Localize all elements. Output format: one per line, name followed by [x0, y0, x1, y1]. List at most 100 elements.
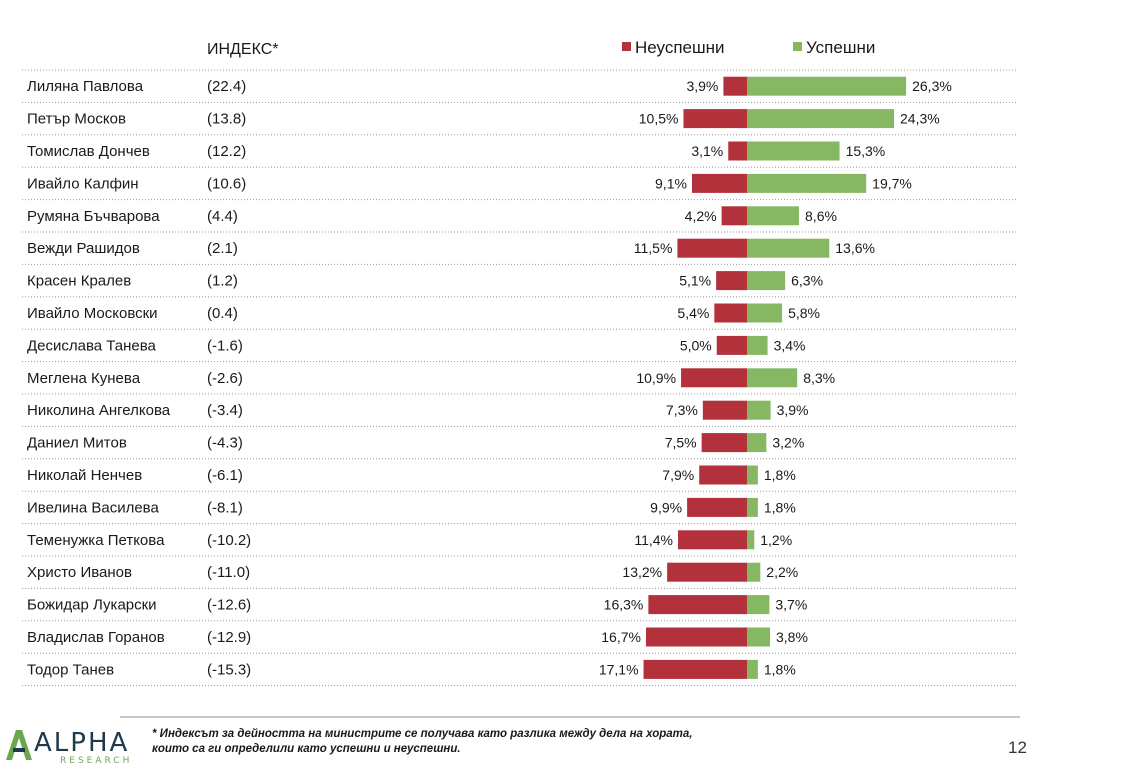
row-name: Николина Ангелкова: [27, 402, 171, 419]
bar-negative: [716, 271, 747, 291]
bar-positive: [747, 271, 786, 291]
logo-sub: RESEARCH: [60, 756, 133, 766]
row-index: (22.4): [207, 78, 246, 95]
row-name: Десислава Танева: [27, 337, 157, 354]
bar-negative: [716, 335, 747, 355]
bar-negative: [701, 433, 747, 453]
label-positive: 6,3%: [791, 273, 823, 289]
bar-positive: [747, 400, 771, 420]
label-negative: 17,1%: [599, 661, 639, 677]
label-negative: 9,9%: [650, 499, 682, 515]
label-negative: 13,2%: [622, 564, 662, 580]
bar-positive: [747, 335, 768, 355]
bar-positive: [747, 109, 895, 129]
legend-positive-swatch: [793, 42, 802, 51]
bar-negative: [728, 141, 747, 161]
label-negative: 7,3%: [666, 402, 698, 418]
label-positive: 3,7%: [775, 597, 807, 613]
label-positive: 1,8%: [764, 661, 796, 677]
row-name: Вежди Рашидов: [27, 240, 140, 257]
label-negative: 7,9%: [662, 467, 694, 483]
row-index: (-8.1): [207, 499, 243, 516]
legend-negative-label: Неуспешни: [635, 38, 725, 57]
row-index: (-12.6): [207, 597, 251, 614]
row-name: Христо Иванов: [27, 564, 132, 581]
row-name: Даниел Митов: [27, 435, 127, 452]
bar-negative: [645, 627, 747, 647]
bar-negative: [691, 173, 747, 193]
label-negative: 16,3%: [604, 597, 644, 613]
bar-negative: [677, 238, 747, 258]
row-index: (2.1): [207, 240, 238, 257]
row-index: (-3.4): [207, 402, 243, 419]
bar-positive: [747, 238, 830, 258]
label-negative: 10,9%: [636, 370, 676, 386]
label-positive: 3,2%: [772, 435, 804, 451]
row-index: (-10.2): [207, 532, 251, 549]
footnote-line-1: * Индексът за дейността на министрите се…: [152, 728, 693, 740]
label-positive: 1,2%: [760, 532, 792, 548]
legend-positive-label: Успешни: [806, 38, 875, 57]
bar-positive: [747, 76, 907, 96]
bar-negative: [648, 595, 747, 615]
bar-negative: [721, 206, 747, 226]
label-negative: 11,5%: [634, 240, 673, 256]
alpha-research-logo: ALPHA RESEARCH: [0, 716, 145, 770]
legend: Неуспешни Успешни: [622, 38, 875, 57]
row-name: Томислав Дончев: [27, 143, 150, 160]
bar-positive: [747, 433, 767, 453]
label-positive: 3,9%: [777, 402, 809, 418]
label-positive: 1,8%: [764, 499, 796, 515]
label-positive: 3,4%: [774, 337, 806, 353]
row-name: Красен Кралев: [27, 273, 131, 290]
row-index: (0.4): [207, 305, 238, 322]
row-index: (-6.1): [207, 467, 243, 484]
bar-negative: [702, 400, 747, 420]
row-name: Ивелина Василева: [27, 499, 159, 516]
bar-negative: [699, 465, 747, 485]
label-positive: 26,3%: [912, 78, 952, 94]
row-name: Божидар Лукарски: [27, 597, 157, 614]
label-positive: 1,8%: [764, 467, 796, 483]
row-name: Петър Москов: [27, 111, 126, 128]
bar-negative: [687, 497, 747, 517]
label-negative: 7,5%: [665, 435, 697, 451]
bar-negative: [643, 659, 747, 679]
row-name: Николай Ненчев: [27, 467, 142, 484]
label-negative: 5,4%: [677, 305, 709, 321]
row-name: Меглена Кунева: [27, 370, 141, 387]
label-positive: 5,8%: [788, 305, 820, 321]
bar-positive: [747, 562, 761, 582]
row-index: (10.6): [207, 175, 246, 192]
label-negative: 5,1%: [679, 273, 711, 289]
chart: ИНДЕКС* Неуспешни Успешни Лиляна Павлова…: [22, 38, 1018, 687]
label-negative: 3,9%: [686, 78, 718, 94]
bar-negative: [714, 303, 747, 323]
bar-positive: [747, 627, 770, 647]
bar-positive: [747, 659, 758, 679]
bar-positive: [747, 368, 798, 388]
bar-negative: [681, 368, 747, 388]
bar-positive: [747, 595, 770, 615]
footer-divider: [120, 716, 1020, 718]
bar-negative: [678, 530, 747, 550]
bar-positive: [747, 206, 800, 226]
bar-negative: [667, 562, 747, 582]
row-index: (12.2): [207, 143, 246, 160]
label-negative: 4,2%: [685, 208, 717, 224]
row-name: Теменужка Петкова: [27, 532, 165, 549]
index-header: ИНДЕКС*: [207, 41, 278, 58]
label-positive: 24,3%: [900, 111, 940, 127]
row-index: (-4.3): [207, 435, 243, 452]
bar-positive: [747, 497, 758, 517]
label-negative: 16,7%: [601, 629, 641, 645]
bar-negative: [723, 76, 747, 96]
label-negative: 3,1%: [691, 143, 723, 159]
row-name: Румяна Бъчварова: [27, 208, 160, 225]
row-index: (-15.3): [207, 661, 251, 678]
footnote-line-2: които са ги определили като успешни и не…: [152, 743, 461, 755]
footnote: * Индексът за дейността на министрите се…: [152, 727, 792, 757]
label-positive: 15,3%: [846, 143, 886, 159]
row-name: Лиляна Павлова: [27, 78, 144, 95]
bar-positive: [747, 530, 755, 550]
